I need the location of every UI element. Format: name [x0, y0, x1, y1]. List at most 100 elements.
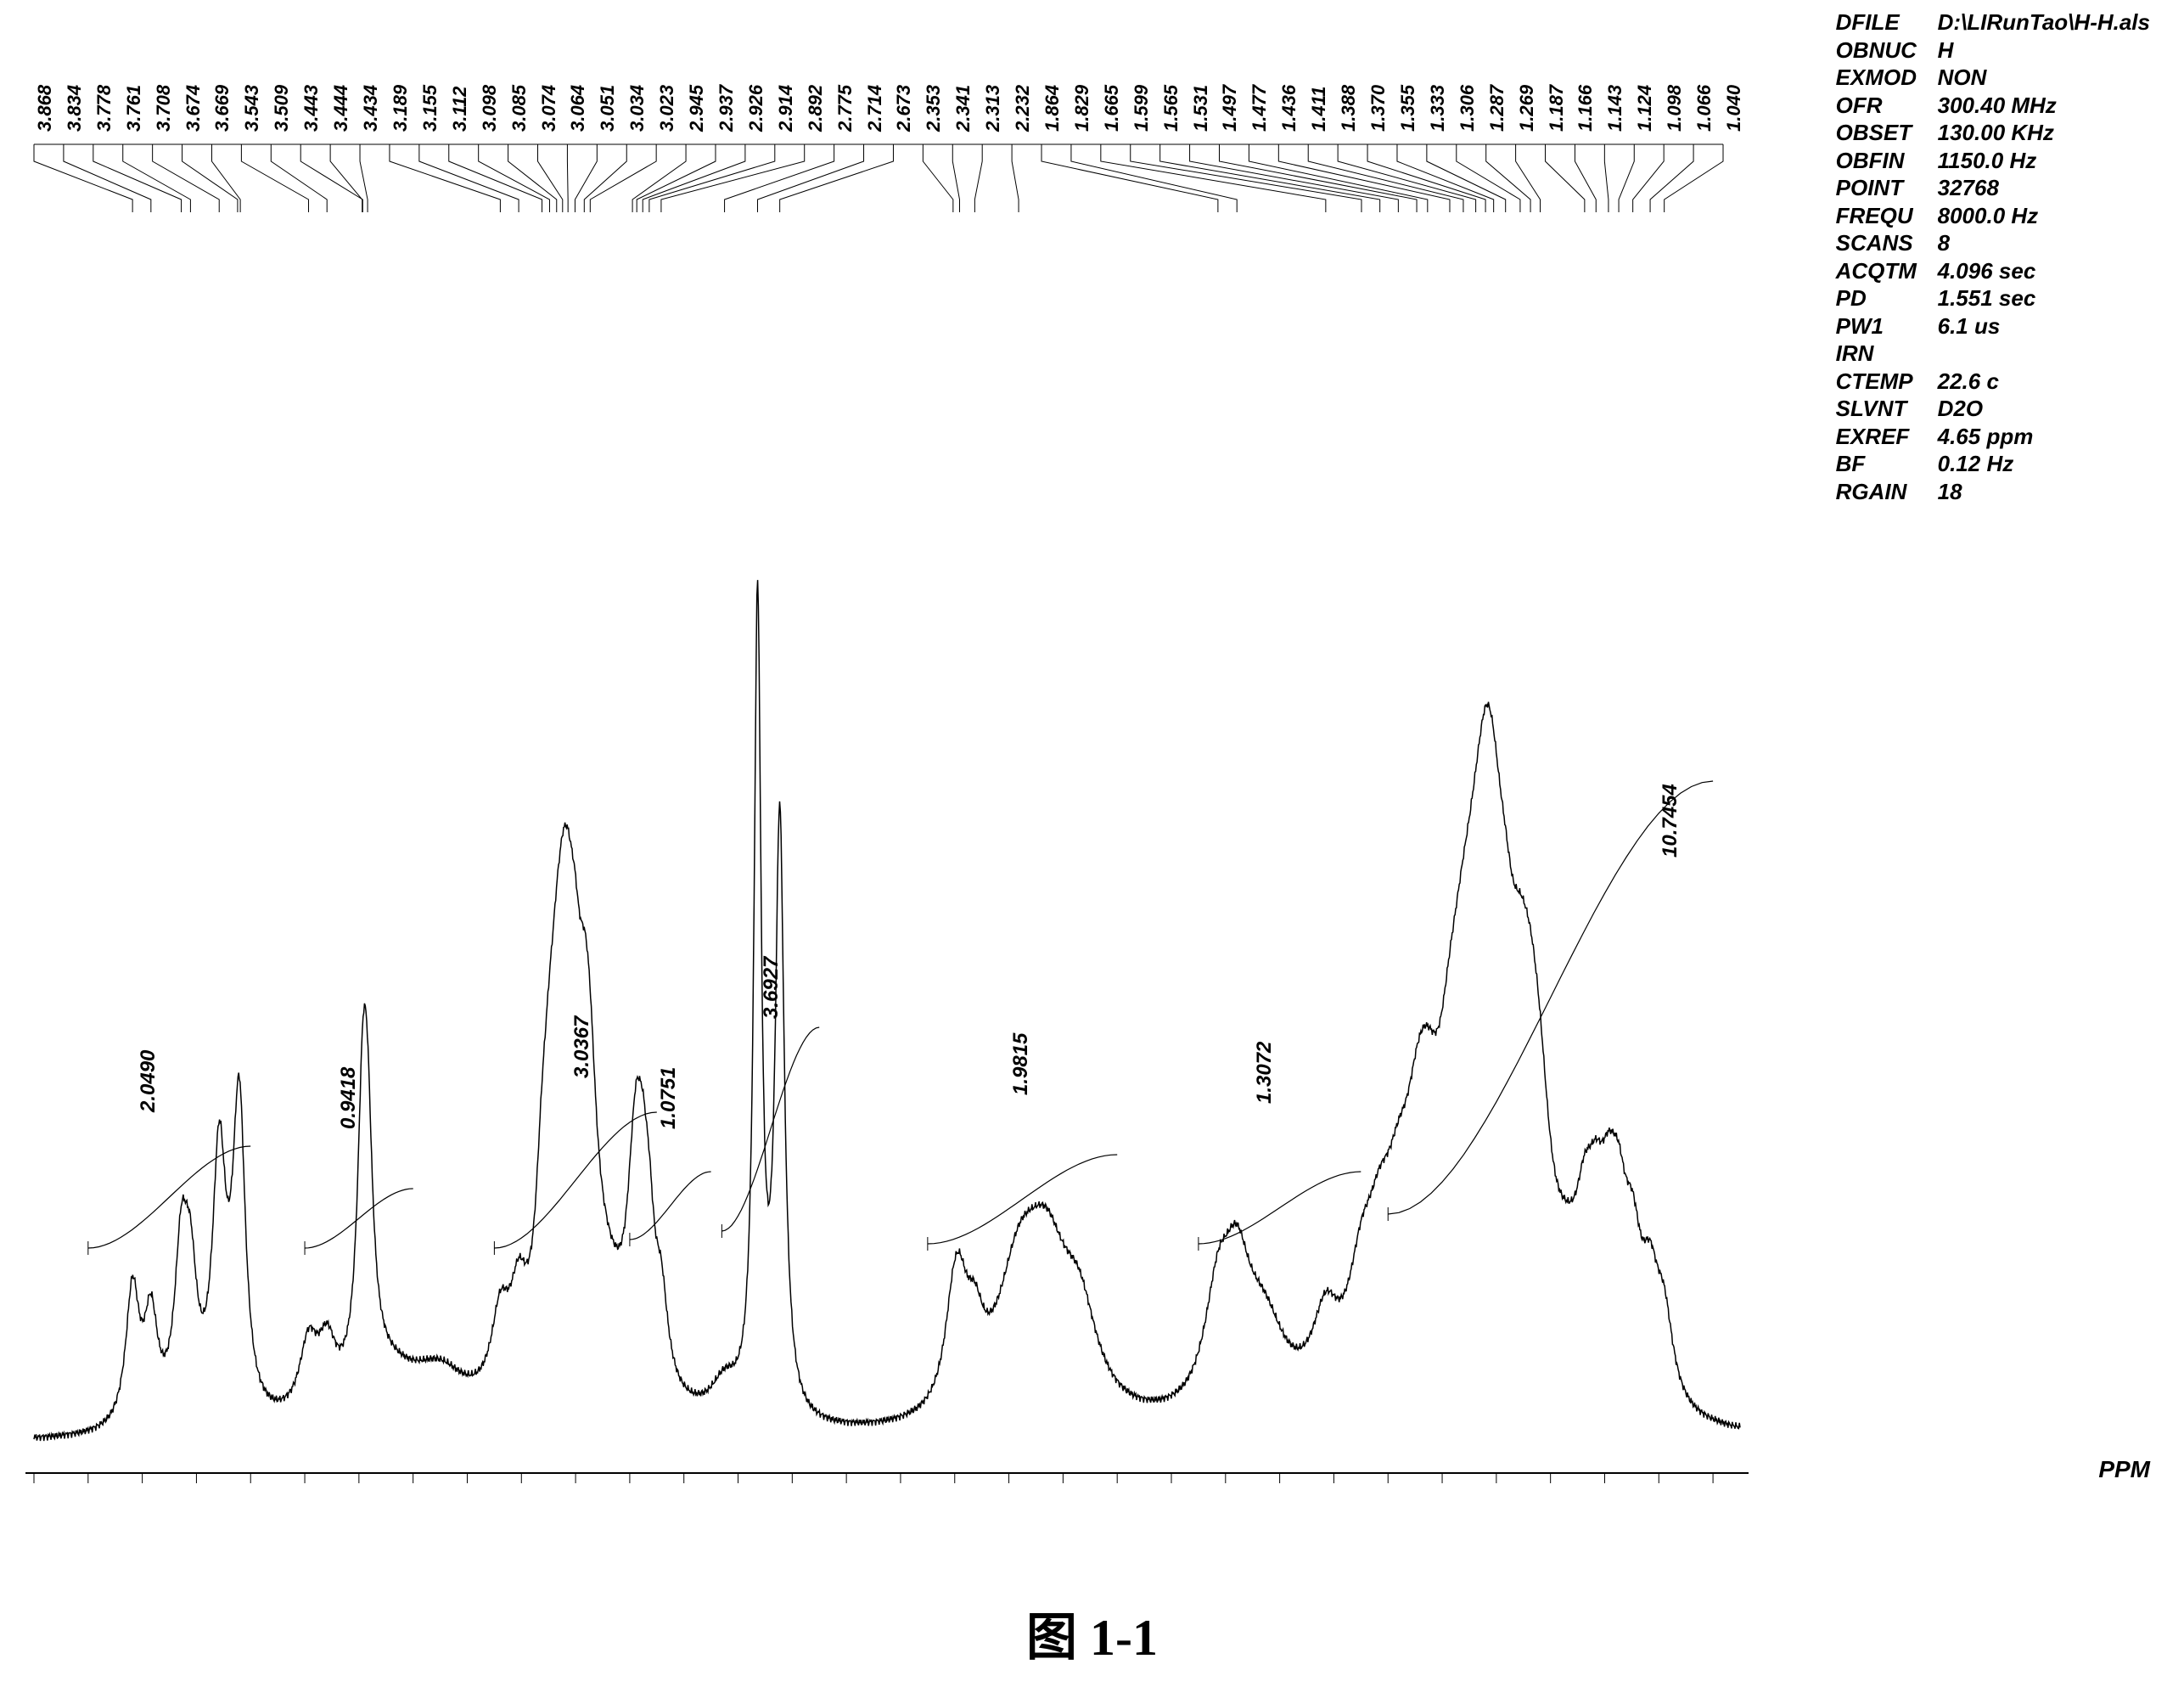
peak-label: 1.531: [1190, 85, 1212, 132]
param-row: IRN: [1836, 340, 2150, 368]
param-row: POINT32768: [1836, 174, 2150, 202]
x-axis-label: PPM: [2098, 1456, 2150, 1483]
param-row: OBFIN1150.0 Hz: [1836, 147, 2150, 175]
peak-label: 3.543: [241, 85, 263, 132]
param-row: PD1.551 sec: [1836, 284, 2150, 312]
peak-label: 2.937: [716, 85, 738, 132]
integral-label: 3.0367: [570, 1016, 594, 1078]
param-value: 6.1 us: [1938, 312, 2001, 340]
peak-label: 3.444: [330, 85, 352, 132]
peak-label: 2.353: [923, 85, 945, 132]
peak-label: 3.074: [538, 85, 560, 132]
param-key: PD: [1836, 284, 1938, 312]
peak-label: 3.669: [211, 85, 233, 132]
peak-label: 2.341: [952, 85, 974, 132]
peak-label: 1.411: [1308, 87, 1330, 132]
param-key: DFILE: [1836, 8, 1938, 37]
param-row: OFR300.40 MHz: [1836, 92, 2150, 120]
param-row: OBSET130.00 KHz: [1836, 119, 2150, 147]
peak-label: 3.023: [656, 85, 678, 132]
peak-label: 3.778: [93, 85, 115, 132]
peak-label: 3.443: [300, 85, 323, 132]
param-row: BF0.12 Hz: [1836, 450, 2150, 478]
peak-label: 1.269: [1516, 85, 1538, 132]
peak-label: 2.313: [982, 85, 1004, 132]
param-row: DFILED:\LIRunTao\H-H.als: [1836, 8, 2150, 37]
param-row: OBNUCH: [1836, 37, 2150, 65]
param-value: 300.40 MHz: [1938, 92, 2057, 120]
peak-label: 2.945: [686, 85, 708, 132]
param-value: NON: [1938, 64, 1987, 92]
acquisition-parameters-panel: DFILED:\LIRunTao\H-H.alsOBNUCHEXMODNONOF…: [1836, 8, 2150, 505]
integral-label: 3.6927: [760, 957, 783, 1019]
peak-label: 1.187: [1546, 85, 1568, 132]
peak-label: 1.066: [1693, 85, 1715, 132]
param-key: BF: [1836, 450, 1938, 478]
peak-label: 1.124: [1634, 85, 1656, 132]
peak-label: 3.085: [508, 85, 531, 132]
integral-label: 1.3072: [1253, 1042, 1277, 1104]
peak-label: 2.673: [893, 85, 915, 132]
integral-label: 2.0490: [137, 1050, 160, 1112]
param-key: RGAIN: [1836, 478, 1938, 506]
param-row: EXMODNON: [1836, 64, 2150, 92]
peak-label: 2.914: [775, 85, 797, 132]
peak-label: 3.112: [449, 87, 471, 132]
peak-label: 2.775: [834, 85, 856, 132]
param-row: RGAIN18: [1836, 478, 2150, 506]
peak-label: 1.665: [1101, 85, 1123, 132]
peak-label: 3.509: [271, 85, 293, 132]
param-row: PW16.1 us: [1836, 312, 2150, 340]
peak-label: 1.306: [1457, 85, 1479, 132]
peak-label: 3.761: [123, 85, 145, 132]
param-key: OFR: [1836, 92, 1938, 120]
peak-label: 3.834: [64, 85, 86, 132]
param-value: 22.6 c: [1938, 368, 1999, 396]
param-key: FREQU: [1836, 202, 1938, 230]
peak-label: 2.714: [864, 85, 886, 132]
param-value: 18: [1938, 478, 1962, 506]
peak-label: 3.098: [479, 85, 501, 132]
param-value: 32768: [1938, 174, 1999, 202]
peak-label: 1.565: [1160, 85, 1182, 132]
param-key: OBSET: [1836, 119, 1938, 147]
peak-label: 1.333: [1427, 85, 1449, 132]
param-value: 4.65 ppm: [1938, 423, 2034, 451]
param-row: FREQU8000.0 Hz: [1836, 202, 2150, 230]
peak-label: 3.434: [360, 85, 382, 132]
integral-label: 0.9418: [337, 1067, 361, 1129]
peak-label: 3.034: [626, 85, 648, 132]
integral-label: 1.0751: [657, 1067, 681, 1129]
param-value: D:\LIRunTao\H-H.als: [1938, 8, 2150, 37]
peak-label: 1.370: [1367, 85, 1390, 132]
param-value: 130.00 KHz: [1938, 119, 2054, 147]
peak-label: 1.287: [1486, 85, 1508, 132]
param-value: 1150.0 Hz: [1938, 147, 2037, 175]
peak-label: 3.155: [419, 85, 441, 132]
param-key: IRN: [1836, 340, 1938, 368]
peak-label: 1.098: [1664, 85, 1686, 132]
param-row: ACQTM4.096 sec: [1836, 257, 2150, 285]
param-value: 8000.0 Hz: [1938, 202, 2039, 230]
peak-label: 1.388: [1338, 85, 1360, 132]
peak-label: 3.051: [597, 85, 619, 132]
param-row: EXREF4.65 ppm: [1836, 423, 2150, 451]
param-key: EXREF: [1836, 423, 1938, 451]
integral-label: 10.7454: [1659, 784, 1682, 858]
peak-label: 1.143: [1604, 85, 1626, 132]
param-key: SCANS: [1836, 229, 1938, 257]
peak-label: 3.708: [153, 85, 175, 132]
peak-label: 1.497: [1219, 85, 1241, 132]
param-value: 1.551 sec: [1938, 284, 2036, 312]
param-key: OBFIN: [1836, 147, 1938, 175]
param-value: 0.12 Hz: [1938, 450, 2014, 478]
peak-label: 3.674: [182, 85, 205, 132]
param-key: POINT: [1836, 174, 1938, 202]
peak-label: 1.599: [1131, 85, 1153, 132]
param-key: ACQTM: [1836, 257, 1938, 285]
peak-label: 2.232: [1012, 85, 1034, 132]
peak-label: 1.436: [1278, 85, 1300, 132]
peak-label: 1.355: [1397, 85, 1419, 132]
peak-label: 3.064: [567, 85, 589, 132]
peak-label: 1.477: [1249, 85, 1271, 132]
